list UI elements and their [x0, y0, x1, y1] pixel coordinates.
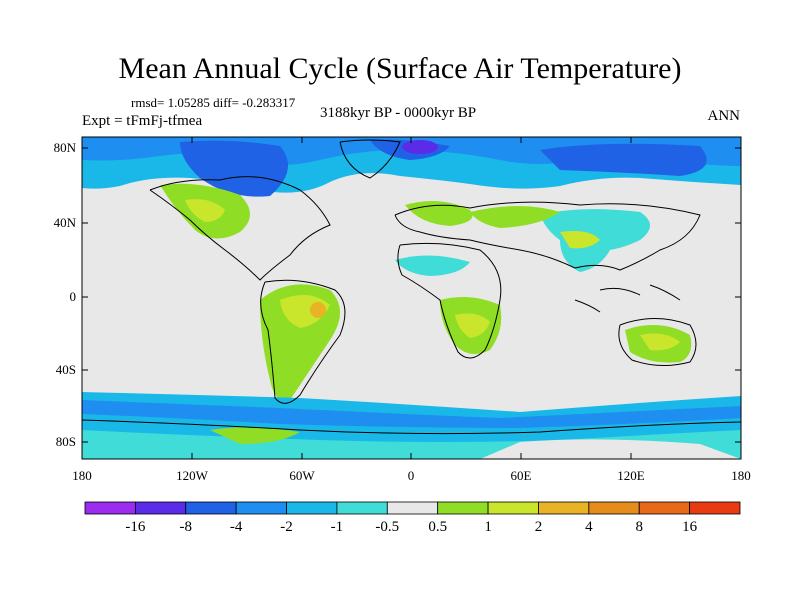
- central-asia-warm: [470, 206, 560, 228]
- lat-tick-label: 40N: [53, 215, 76, 230]
- stats-text: rmsd= 1.05285 diff= -0.283317: [131, 95, 296, 110]
- colorbar-label: -0.5: [375, 519, 400, 535]
- axis-ticks: [82, 137, 741, 459]
- north-america-warm-core: [185, 199, 225, 222]
- season-label: ANN: [707, 108, 741, 124]
- colorbar-box: [235, 501, 287, 515]
- period-label: 3188kyr BP - 0000kyr BP: [320, 105, 477, 121]
- colorbar-label: 1: [484, 519, 492, 535]
- antarctic-cold: [82, 400, 741, 428]
- pole-cold-spot: [402, 140, 438, 154]
- colorbar-label: -2: [280, 519, 293, 535]
- amazon-hot-spot: [310, 302, 326, 318]
- chart-title: Mean Annual Cycle (Surface Air Temperatu…: [118, 52, 682, 85]
- colorbar-label: -8: [179, 519, 193, 535]
- sahara-cool: [395, 255, 470, 276]
- lat-tick-label: 80N: [53, 140, 76, 155]
- colorbar-label: -16: [125, 519, 146, 535]
- tibet-warm: [560, 231, 600, 249]
- colorbar-label: 2: [534, 519, 543, 535]
- colorbar-label: -1: [330, 519, 344, 535]
- colorbar-box: [336, 501, 388, 515]
- arctic-core-cold: [180, 140, 288, 197]
- colorbar-label: 0.5: [428, 519, 448, 535]
- lon-tick-label: 60W: [289, 468, 315, 483]
- colorbar-box: [437, 501, 489, 515]
- lat-tick-label: 80S: [55, 434, 76, 449]
- colorbar-label: 4: [585, 519, 593, 535]
- colorbar-box: [689, 501, 741, 515]
- colorbar-box: [538, 501, 590, 515]
- colorbar-box: [185, 501, 237, 515]
- colorbar-box: [134, 501, 187, 515]
- colorbar-label: 16: [682, 519, 698, 535]
- lon-tick-label: 0: [407, 468, 415, 483]
- coastlines: [81, 139, 742, 435]
- experiment-label: Expt = tFmFj-tfmea: [82, 113, 203, 129]
- africa-warm-core: [455, 313, 490, 338]
- colorbar-box: [588, 501, 640, 515]
- colorbar-box: [84, 501, 136, 515]
- lon-tick-label: 180: [72, 468, 92, 483]
- colorbar-box: [286, 501, 338, 515]
- siberia-cold: [540, 143, 707, 176]
- lon-tick-label: 120E: [617, 468, 645, 483]
- lon-tick-label: 60E: [510, 468, 532, 483]
- colorbar-box: [487, 501, 539, 515]
- colorbar: [84, 501, 741, 515]
- australia-warm-core: [640, 333, 680, 351]
- lat-tick-label: 40S: [55, 362, 76, 377]
- colorbar-box: [638, 501, 691, 515]
- lon-tick-label: 180: [731, 468, 751, 483]
- antarctic-warm: [210, 427, 300, 444]
- colorbar-label: -4: [229, 519, 243, 535]
- colorbar-label: 8: [635, 519, 643, 535]
- lon-tick-label: 120W: [176, 468, 208, 483]
- colorbar-box: [386, 501, 439, 515]
- antarctic-near-zero: [480, 439, 741, 459]
- lat-tick-label: 0: [69, 289, 77, 304]
